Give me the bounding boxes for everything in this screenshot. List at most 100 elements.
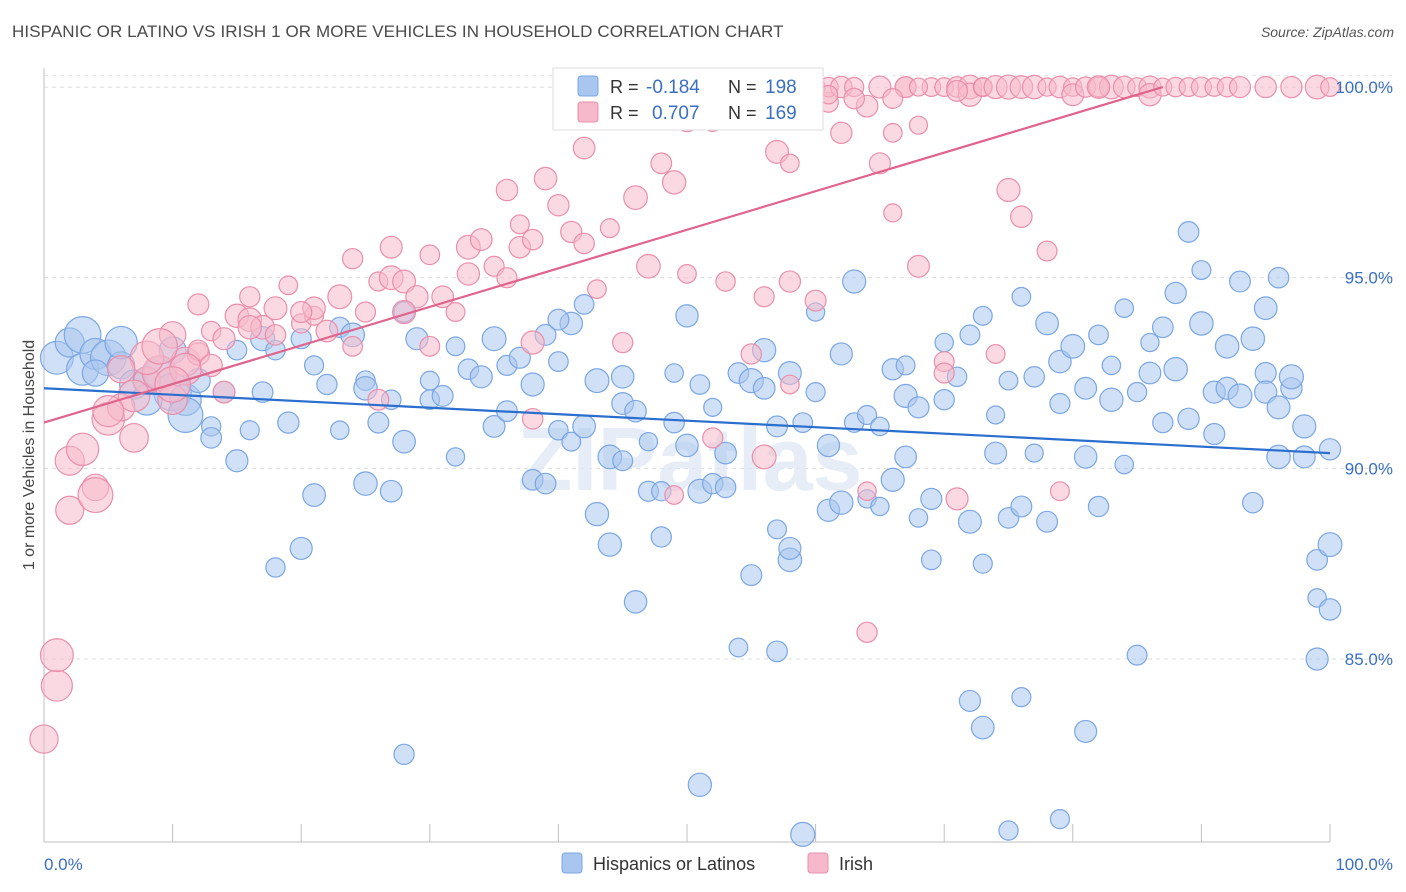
irish-point-167 [908, 77, 929, 97]
irish-point-135 [856, 621, 878, 643]
hispanic-point-175 [958, 689, 982, 713]
hispanic-point-143 [1151, 316, 1174, 339]
hispanic-point-70 [650, 526, 672, 548]
hispanic-point-167 [1306, 548, 1329, 571]
irish-point-64 [650, 152, 673, 175]
hispanic-point-176 [766, 640, 788, 663]
irish-point-92 [883, 203, 903, 223]
hispanic-point-173 [1253, 296, 1278, 321]
irish-point-148 [237, 314, 263, 340]
irish-point-166 [882, 88, 904, 110]
hispanic-point-187 [998, 820, 1019, 841]
hispanic-point-119 [984, 441, 1008, 465]
irish-point-144 [419, 335, 441, 357]
y-tick-labels: 85.0% 90.0% 95.0% 100.0% [1335, 78, 1393, 669]
hispanic-point-79 [714, 441, 737, 465]
irish-point-58 [587, 279, 607, 300]
hispanic-point-177 [687, 772, 713, 798]
hispanic-point-56 [548, 419, 569, 441]
hispanic-point-165 [1292, 445, 1316, 469]
x-tick-labels: 0.0% 100.0% [44, 855, 1393, 874]
irish-point-39 [405, 285, 429, 309]
hispanic-point-98 [842, 269, 867, 294]
hispanic-point-111 [934, 332, 954, 353]
hispanic-point-50 [508, 346, 531, 369]
legend-n-label-0: N = [728, 77, 757, 97]
irish-point-78 [778, 270, 802, 293]
irish-point-113 [1036, 240, 1058, 262]
legend-n-value-1: 169 [765, 103, 797, 124]
irish-point-1 [40, 669, 73, 702]
hispanic-point-156 [1227, 383, 1253, 409]
irish-point-19 [212, 380, 236, 404]
hispanic-point-146 [1163, 356, 1188, 382]
hispanic-point-193 [289, 536, 313, 561]
hispanic-point-142 [1138, 361, 1162, 385]
hispanic-point-46 [482, 414, 506, 438]
irish-point-31 [327, 284, 353, 310]
hispanic-point-25 [303, 355, 325, 376]
hispanic-point-37 [392, 429, 416, 454]
hispanic-point-118 [986, 405, 1006, 425]
irish-point-73 [740, 343, 763, 365]
irish-point-131 [1254, 75, 1277, 99]
irish-point-147 [290, 300, 313, 324]
hispanic-point-122 [1011, 286, 1032, 307]
axes [43, 68, 1331, 843]
irish-point-95 [908, 115, 929, 135]
hispanic-point-131 [1073, 445, 1098, 469]
y-tick-label-1: 90.0% [1345, 459, 1393, 478]
hispanic-point-26 [302, 483, 326, 507]
trend-lines [43, 86, 1331, 455]
hispanic-point-138 [1114, 454, 1135, 475]
hispanic-point-85 [752, 376, 776, 400]
hispanic-point-60 [572, 414, 597, 439]
hispanic-point-41 [431, 384, 454, 407]
irish-point-3 [55, 495, 85, 525]
hispanic-point-75 [689, 374, 711, 395]
hispanic-point-120 [998, 370, 1019, 391]
hispanic-point-59 [573, 293, 595, 315]
hispanic-point-17 [225, 449, 249, 473]
hispanic-point-144 [1152, 411, 1174, 434]
hispanic-point-27 [316, 373, 338, 396]
hispanic-point-171 [1305, 647, 1329, 671]
hispanic-point-188 [1318, 438, 1342, 461]
hispanic-point-179 [664, 363, 684, 383]
hispanic-point-192 [265, 557, 286, 578]
hispanic-point-106 [895, 355, 916, 376]
irish-point-10 [119, 422, 149, 453]
irish-point-37 [379, 235, 403, 259]
irish-point-25 [264, 324, 287, 346]
hispanic-point-47 [481, 326, 507, 352]
legend-r-value-0: -0.184 [646, 77, 700, 98]
legend-bottom-label-irish: Irish [839, 854, 873, 874]
irish-point-156 [92, 395, 125, 428]
irish-point-51 [521, 228, 544, 251]
hispanic-point-181 [547, 308, 570, 331]
legend-bottom-label-hispanics: Hispanics or Latinos [593, 854, 755, 874]
hispanic-point-137 [1114, 298, 1135, 319]
hispanic-point-160 [1253, 380, 1278, 404]
hispanic-point-140 [1126, 644, 1148, 666]
hispanic-point-68 [638, 431, 659, 452]
y-tick-label-2: 95.0% [1345, 269, 1393, 288]
irish-point-67 [677, 263, 697, 284]
hispanic-point-115 [957, 509, 982, 534]
hispanic-point-169 [1317, 532, 1343, 558]
hispanic-point-182 [790, 821, 816, 847]
hispanic-point-130 [1060, 333, 1086, 359]
hispanic-point-110 [920, 487, 943, 510]
irish-point-101 [945, 487, 969, 511]
irish-point-65 [661, 170, 687, 195]
irish-point-165 [843, 87, 865, 110]
irish-point-70 [715, 271, 736, 292]
irish-point-82 [804, 289, 827, 312]
hispanic-point-43 [445, 447, 466, 467]
hispanic-point-15 [200, 426, 223, 449]
irish-point-5 [65, 432, 100, 466]
hispanic-point-23 [277, 411, 300, 434]
hispanic-point-99 [856, 404, 878, 426]
irish-point-132 [1280, 75, 1303, 99]
irish-point-157 [141, 328, 179, 365]
